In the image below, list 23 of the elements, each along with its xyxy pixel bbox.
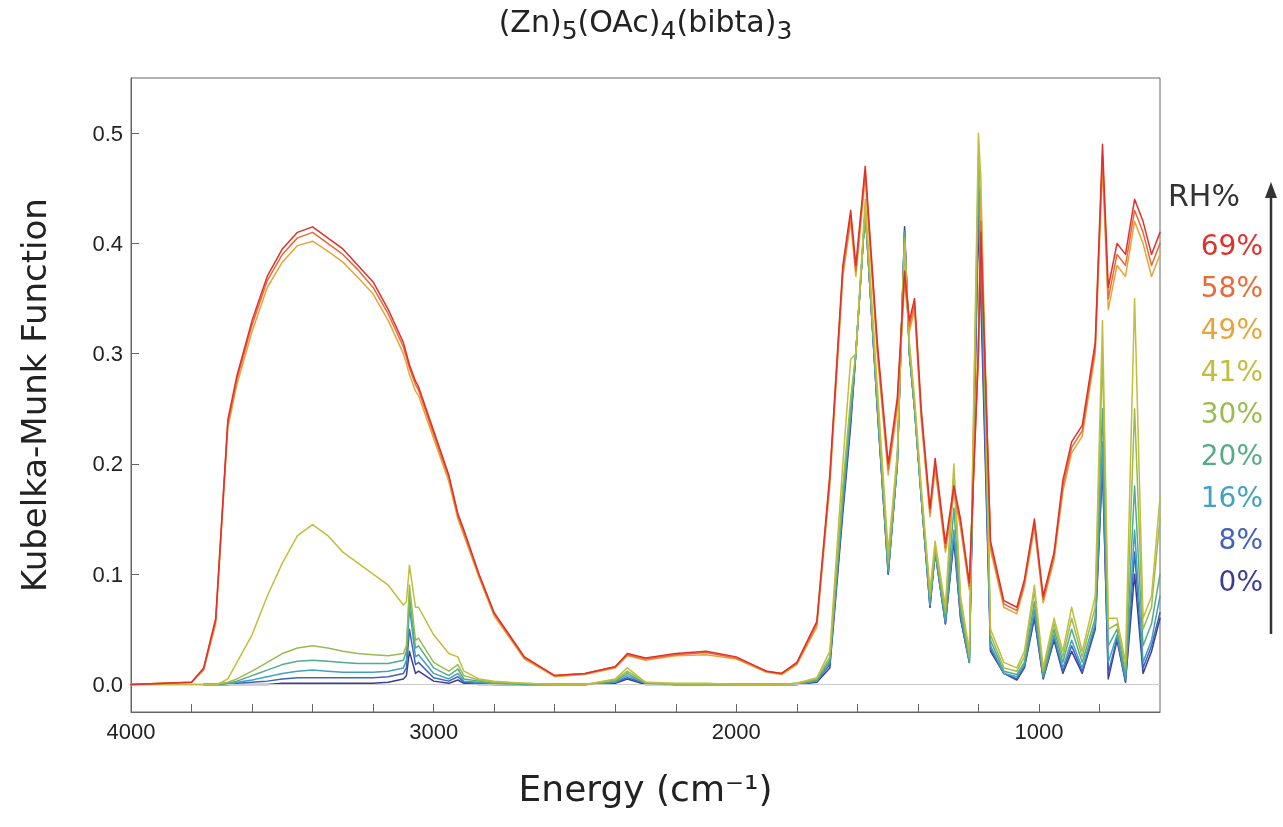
legend-title: RH% — [1168, 178, 1240, 213]
text: 41% — [1200, 354, 1263, 388]
text: 16% — [1200, 480, 1263, 514]
y-axis-title: Kubelka-Munk Function — [14, 198, 54, 592]
text: 30% — [1200, 396, 1263, 430]
text: 8% — [1218, 522, 1263, 556]
x-axis-title: Energy (cm⁻¹) — [518, 767, 773, 809]
x-tick-label: 4000 — [106, 718, 156, 744]
y-tick-label: 0.0 — [92, 671, 123, 697]
text: 0% — [1218, 564, 1263, 598]
series-label: 69% — [1200, 228, 1263, 262]
x-tick-label: 3000 — [409, 718, 459, 744]
y-tick-label: 0.1 — [92, 561, 123, 587]
series-label: 58% — [1200, 270, 1263, 304]
x-tick-label: 1000 — [1014, 718, 1064, 744]
text: 49% — [1200, 312, 1263, 346]
y-tick-label: 0.4 — [92, 230, 123, 256]
y-tick-label: 0.3 — [92, 341, 123, 367]
x-tick-label: 2000 — [711, 718, 761, 744]
y-tick-label: 0.5 — [92, 120, 123, 146]
text: 20% — [1200, 438, 1263, 472]
y-tick-label: 0.2 — [92, 451, 123, 477]
chart-title: (Zn)$_{5}$(OAc)$_{4}$(bibta)$_{3}$ — [497, 4, 794, 45]
